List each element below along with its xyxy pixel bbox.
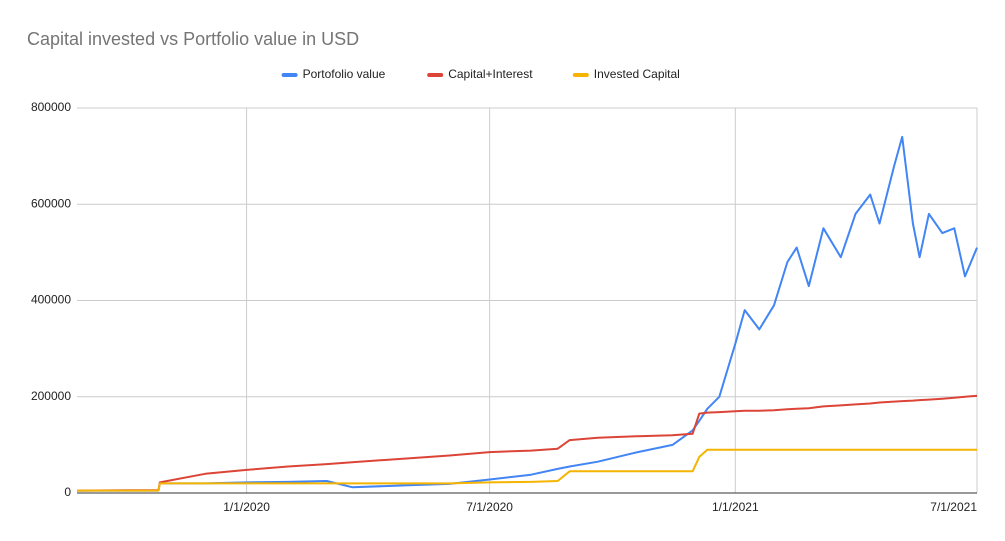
y-tick-label: 800000 [31,100,71,114]
y-tick-label: 200000 [31,389,71,403]
series-line [77,448,977,492]
x-tick-label: 7/1/2021 [930,500,977,514]
y-tick-label: 600000 [31,196,71,210]
legend-label: Capital+Interest [448,67,533,81]
y-tick-label: 0 [64,485,71,499]
y-tick-label: 400000 [31,293,71,307]
x-tick-label: 7/1/2020 [466,500,513,514]
legend-label: Invested Capital [594,67,680,81]
x-tick-label: 1/1/2020 [223,500,270,514]
x-tick-label: 1/1/2021 [712,500,759,514]
series-line [77,135,978,492]
legend-label: Portofolio value [303,67,386,81]
series-line [76,394,978,492]
chart-title: Capital invested vs Portfolio value in U… [27,29,359,49]
